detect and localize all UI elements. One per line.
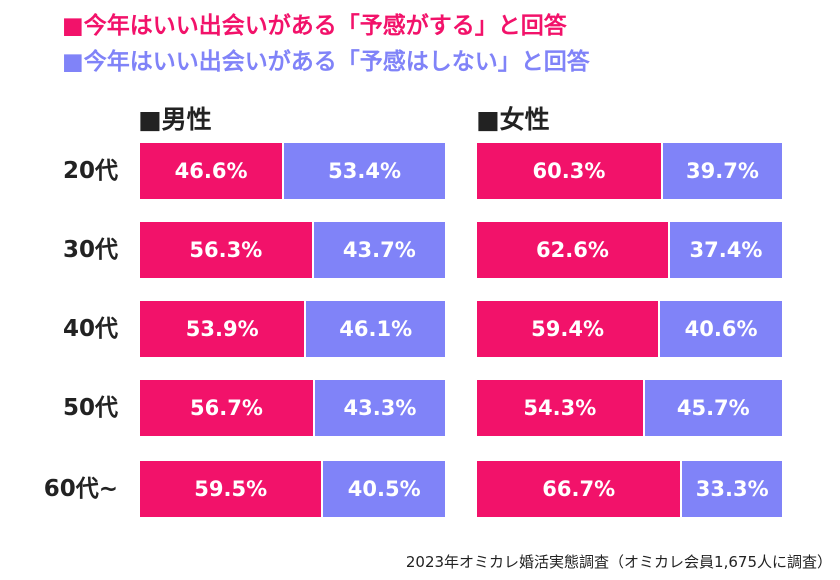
bar-segment-positive: 59.5% — [140, 461, 322, 517]
bar-segment-positive: 56.7% — [140, 380, 313, 436]
stacked-bar: 60.3% 39.7% — [477, 143, 782, 199]
row-label: 20代 — [62, 158, 118, 184]
stacked-bar: 56.3% 43.7% — [140, 222, 445, 278]
legend-item-positive: ■今年はいい出会いがある「予感がする」と回答 — [62, 8, 590, 44]
stacked-bar: 66.7% 33.3% — [477, 461, 782, 517]
legend-label-positive: ■今年はいい出会いがある「予感がする」と回答 — [62, 13, 567, 39]
source-note: 2023年オミカレ婚活実態調査（オミカレ会員1,675人に調査） — [405, 553, 832, 571]
stacked-bar: 59.4% 40.6% — [477, 301, 782, 357]
stacked-bar: 62.6% 37.4% — [477, 222, 782, 278]
bar-segment-negative: 43.7% — [311, 222, 445, 278]
bar-segment-positive: 62.6% — [477, 222, 668, 278]
row-label: 40代 — [62, 316, 118, 342]
bar-segment-negative: 45.7% — [642, 380, 782, 436]
bar-segment-negative: 43.3% — [312, 380, 445, 436]
bar-segment-positive: 54.3% — [477, 380, 643, 436]
bar-segment-positive: 66.7% — [477, 461, 681, 517]
stacked-bar: 54.3% 45.7% — [477, 380, 782, 436]
legend-label-negative: ■今年はいい出会いがある「予感はしない」と回答 — [62, 49, 590, 75]
bar-segment-negative: 39.7% — [660, 143, 782, 199]
row-label: 30代 — [62, 237, 118, 263]
bar-segment-positive: 56.3% — [140, 222, 312, 278]
bar-segment-negative: 33.3% — [680, 461, 782, 517]
stacked-bar: 53.9% 46.1% — [140, 301, 445, 357]
bar-segment-negative: 46.1% — [304, 301, 445, 357]
bar-segment-positive: 60.3% — [477, 143, 661, 199]
stacked-bar: 56.7% 43.3% — [140, 380, 445, 436]
bar-segment-negative: 53.4% — [282, 143, 445, 199]
stacked-bar: 59.5% 40.5% — [140, 461, 445, 517]
bar-segment-negative: 40.5% — [321, 461, 445, 517]
female-panel-title: ■女性 — [476, 105, 550, 134]
row-label: 60代~ — [43, 476, 118, 502]
bar-segment-positive: 59.4% — [477, 301, 659, 357]
bar-segment-negative: 40.6% — [658, 301, 782, 357]
bar-segment-positive: 46.6% — [140, 143, 283, 199]
row-label: 50代 — [62, 395, 118, 421]
legend-item-negative: ■今年はいい出会いがある「予感はしない」と回答 — [62, 44, 590, 80]
male-panel-title: ■男性 — [138, 105, 212, 134]
bar-segment-negative: 37.4% — [667, 222, 782, 278]
bar-segment-positive: 53.9% — [140, 301, 305, 357]
legend: ■今年はいい出会いがある「予感がする」と回答 ■今年はいい出会いがある「予感はし… — [62, 8, 590, 80]
stacked-bar: 46.6% 53.4% — [140, 143, 445, 199]
